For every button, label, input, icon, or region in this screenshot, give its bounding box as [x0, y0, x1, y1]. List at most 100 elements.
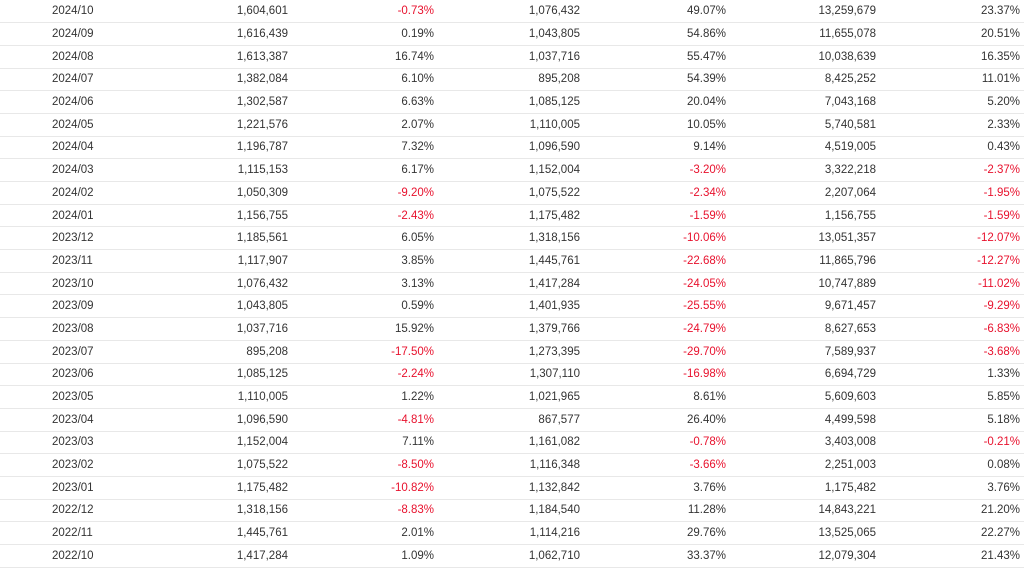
cumulative-yoy-change-cell: -12.27% — [880, 249, 1024, 273]
period-cell: 2024/05 — [0, 113, 125, 137]
revenue-cell: 1,196,787 — [125, 136, 292, 160]
cumulative-yoy-change-cell: -2.37% — [880, 158, 1024, 182]
table-row: 2024/09 1,616,439 0.19% 1,043,805 54.86% 11,6… — [0, 22, 1024, 46]
cumulative-yoy-change-cell: 1.33% — [880, 363, 1024, 387]
table-row: 2022/12 1,318,156 -8.83% 1,184,540 11.28% 14,… — [0, 499, 1024, 523]
cumulative-revenue-cell: 11,865,796 — [730, 249, 880, 273]
prior-year-revenue-cell: 1,076,432 — [438, 0, 584, 24]
prior-year-revenue-cell: 1,175,482 — [438, 204, 584, 228]
period-cell: 2024/01 — [0, 204, 125, 228]
table-row: 2023/06 1,085,125 -2.24% 1,307,110 -16.98% 6,… — [0, 363, 1024, 387]
table-row: 2024/02 1,050,309 -9.20% 1,075,522 -2.34% 2,2… — [0, 181, 1024, 205]
yoy-change-cell: -22.68% — [584, 249, 730, 273]
cumulative-yoy-change-cell: 22.27% — [880, 521, 1024, 545]
cumulative-yoy-change-cell: 5.20% — [880, 90, 1024, 114]
cumulative-revenue-cell: 13,525,065 — [730, 521, 880, 545]
cumulative-yoy-change-cell: -1.59% — [880, 204, 1024, 228]
period-cell: 2023/06 — [0, 363, 125, 387]
revenue-cell: 1,604,601 — [125, 0, 292, 24]
cumulative-revenue-cell: 6,694,729 — [730, 363, 880, 387]
yoy-change-cell: 20.04% — [584, 90, 730, 114]
yoy-change-cell: -29.70% — [584, 340, 730, 364]
prior-year-revenue-cell: 1,318,156 — [438, 226, 584, 251]
prior-year-revenue-cell: 1,273,395 — [438, 340, 584, 364]
cumulative-revenue-cell: 7,589,937 — [730, 340, 880, 364]
period-cell: 2023/12 — [0, 226, 125, 251]
revenue-cell: 1,115,153 — [125, 158, 292, 182]
mom-change-cell: 0.19% — [292, 22, 438, 46]
yoy-change-cell: 10.05% — [584, 113, 730, 137]
period-cell: 2023/03 — [0, 431, 125, 455]
prior-year-revenue-cell: 1,401,935 — [438, 294, 584, 319]
period-cell: 2022/11 — [0, 521, 125, 545]
yoy-change-cell: 54.86% — [584, 22, 730, 46]
cumulative-revenue-cell: 3,322,218 — [730, 158, 880, 182]
yoy-change-cell: 54.39% — [584, 68, 730, 92]
mom-change-cell: -2.43% — [292, 204, 438, 228]
yoy-change-cell: -1.59% — [584, 204, 730, 228]
yoy-change-cell: -2.34% — [584, 181, 730, 205]
cumulative-revenue-cell: 9,671,457 — [730, 294, 880, 319]
mom-change-cell: 16.74% — [292, 45, 438, 69]
cumulative-revenue-cell: 13,051,357 — [730, 226, 880, 251]
revenue-cell: 1,043,805 — [125, 294, 292, 319]
yoy-change-cell: -3.66% — [584, 453, 730, 477]
yoy-change-cell: 3.76% — [584, 476, 730, 500]
prior-year-revenue-cell: 1,114,216 — [438, 521, 584, 545]
period-cell: 2024/08 — [0, 45, 125, 69]
revenue-cell: 895,208 — [125, 340, 292, 364]
mom-change-cell: -4.81% — [292, 408, 438, 432]
table-row: 2023/02 1,075,522 -8.50% 1,116,348 -3.66% 2,2… — [0, 453, 1024, 477]
mom-change-cell: 7.32% — [292, 136, 438, 160]
table-row: 2023/09 1,043,805 0.59% 1,401,935 -25.55% 9,6… — [0, 294, 1024, 319]
table-row: 2023/08 1,037,716 15.92% 1,379,766 -24.79% 8,… — [0, 317, 1024, 341]
yoy-change-cell: -25.55% — [584, 294, 730, 319]
mom-change-cell: -9.20% — [292, 181, 438, 205]
prior-year-revenue-cell: 1,110,005 — [438, 113, 584, 137]
table-row: 2022/10 1,417,284 1.09% 1,062,710 33.37% 12,0… — [0, 544, 1024, 568]
cumulative-revenue-cell: 7,043,168 — [730, 90, 880, 114]
mom-change-cell: -17.50% — [292, 340, 438, 364]
period-cell: 2024/06 — [0, 90, 125, 114]
table-row: 2023/05 1,110,005 1.22% 1,021,965 8.61% 5,609… — [0, 385, 1024, 409]
yoy-change-cell: 26.40% — [584, 408, 730, 432]
revenue-cell: 1,221,576 — [125, 113, 292, 137]
prior-year-revenue-cell: 1,037,716 — [438, 45, 584, 69]
prior-year-revenue-cell: 895,208 — [438, 68, 584, 92]
table-row: 2024/07 1,382,084 6.10% 895,208 54.39% 8,425,… — [0, 68, 1024, 92]
cumulative-yoy-change-cell: -6.83% — [880, 317, 1024, 341]
prior-year-revenue-cell: 1,417,284 — [438, 272, 584, 296]
cumulative-revenue-cell: 2,207,064 — [730, 181, 880, 205]
revenue-cell: 1,616,439 — [125, 22, 292, 46]
yoy-change-cell: -3.20% — [584, 158, 730, 182]
cumulative-yoy-change-cell: 5.85% — [880, 385, 1024, 409]
mom-change-cell: 7.11% — [292, 431, 438, 455]
yoy-change-cell: -24.79% — [584, 317, 730, 341]
mom-change-cell: 3.85% — [292, 249, 438, 273]
period-cell: 2023/05 — [0, 385, 125, 409]
mom-change-cell: 6.17% — [292, 158, 438, 182]
cumulative-yoy-change-cell: 5.18% — [880, 408, 1024, 432]
mom-change-cell: 1.22% — [292, 385, 438, 409]
prior-year-revenue-cell: 1,096,590 — [438, 136, 584, 160]
cumulative-yoy-change-cell: 11.01% — [880, 68, 1024, 92]
prior-year-revenue-cell: 1,043,805 — [438, 22, 584, 46]
revenue-cell: 1,318,156 — [125, 499, 292, 523]
cumulative-revenue-cell: 5,609,603 — [730, 385, 880, 409]
table-row: 2023/03 1,152,004 7.11% 1,161,082 -0.78% 3,40… — [0, 431, 1024, 455]
yoy-change-cell: -10.06% — [584, 226, 730, 251]
table-row: 2023/07 895,208 -17.50% 1,273,395 -29.70% 7,5… — [0, 340, 1024, 364]
revenue-cell: 1,156,755 — [125, 204, 292, 228]
cumulative-yoy-change-cell: 20.51% — [880, 22, 1024, 46]
table-row: 2022/11 1,445,761 2.01% 1,114,216 29.76% 13,5… — [0, 521, 1024, 545]
prior-year-revenue-cell: 1,379,766 — [438, 317, 584, 341]
mom-change-cell: 2.01% — [292, 521, 438, 545]
period-cell: 2023/01 — [0, 476, 125, 500]
revenue-cell: 1,076,432 — [125, 272, 292, 296]
prior-year-revenue-cell: 867,577 — [438, 408, 584, 432]
prior-year-revenue-cell: 1,075,522 — [438, 181, 584, 205]
revenue-cell: 1,302,587 — [125, 90, 292, 114]
revenue-cell: 1,152,004 — [125, 431, 292, 455]
mom-change-cell: 6.63% — [292, 90, 438, 114]
